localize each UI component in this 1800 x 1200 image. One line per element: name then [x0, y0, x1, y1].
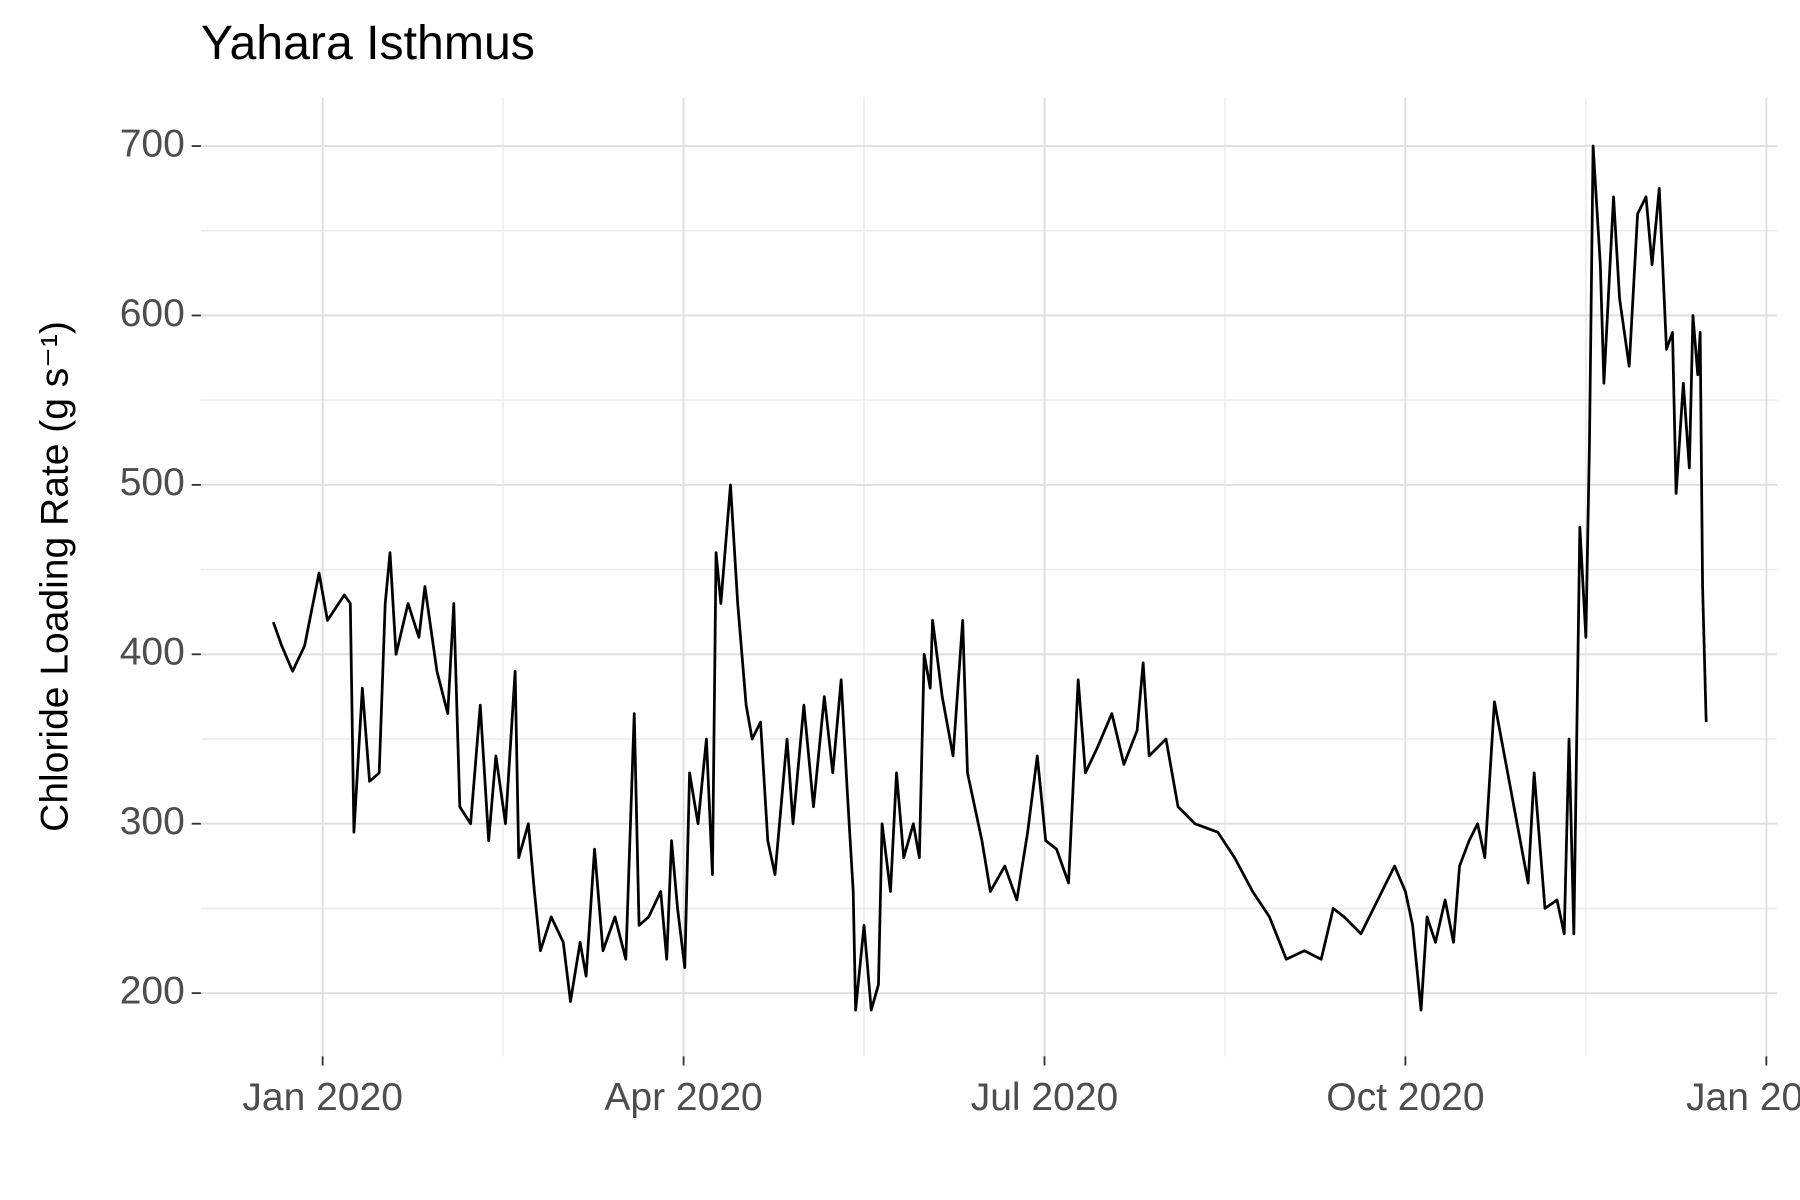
- y-tick-label: 200: [120, 969, 185, 1012]
- x-tick-label: Jul 2020: [971, 1076, 1119, 1119]
- x-tick-label: Jan 2021: [1686, 1076, 1800, 1119]
- x-tick-label: Oct 2020: [1326, 1076, 1484, 1119]
- y-tick-label: 300: [120, 800, 185, 843]
- y-tick-label: 600: [120, 292, 185, 335]
- plot-area: [272, 144, 1708, 1012]
- grid: [200, 97, 1778, 1057]
- y-axis-label: Chloride Loading Rate (g s⁻¹): [34, 321, 77, 832]
- y-tick-label: 400: [120, 631, 185, 674]
- data-line: [272, 144, 1708, 1012]
- x-tick-label: Jan 2020: [242, 1076, 403, 1119]
- x-tick-label: Apr 2020: [604, 1076, 762, 1119]
- y-tick-label: 700: [120, 122, 185, 165]
- chart-title: Yahara Isthmus: [201, 16, 535, 70]
- y-tick-label: 500: [120, 461, 185, 504]
